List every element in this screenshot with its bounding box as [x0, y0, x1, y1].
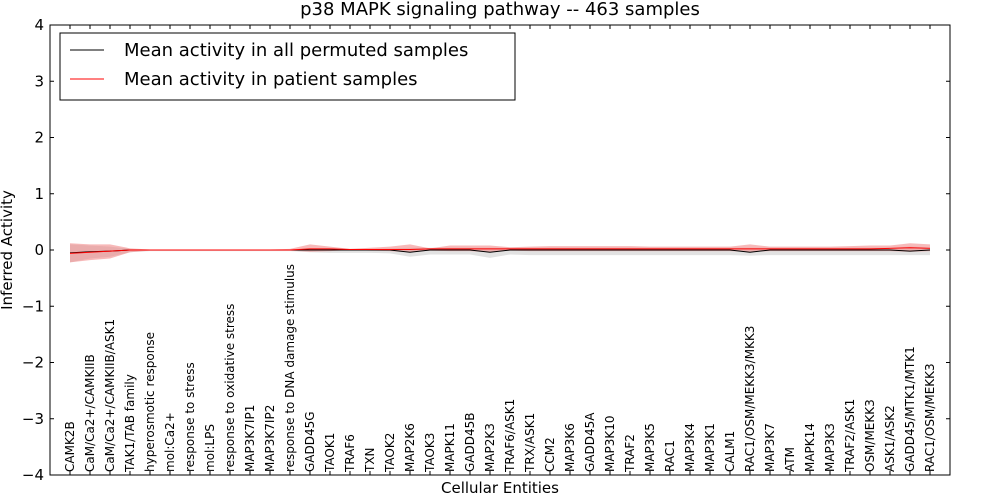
- category-label: MAP2K3: [483, 423, 497, 472]
- category-label: GADD45B: [463, 413, 477, 473]
- category-label: TAOK2: [383, 433, 397, 473]
- category-label: ATM: [783, 447, 797, 472]
- category-label: mol:LPS: [203, 424, 217, 472]
- category-label: MAP3K5: [643, 423, 657, 472]
- category-label: MAP3K4: [683, 423, 697, 472]
- category-label: CALM1: [723, 431, 737, 472]
- category-label: response to oxidative stress: [223, 304, 237, 472]
- category-label: MAP2K6: [403, 423, 417, 472]
- category-label: CaM/Ca2+/CAMKIIB/ASK1: [103, 319, 117, 472]
- category-label: MAP3K7IP2: [263, 405, 277, 472]
- category-label: TRAF6/ASK1: [503, 399, 517, 473]
- category-label: TRAF6: [343, 434, 357, 473]
- category-label: mol:Ca2+: [163, 412, 177, 472]
- x-axis-label: Cellular Entities: [441, 479, 559, 497]
- y-axis-label: Inferred Activity: [0, 190, 16, 310]
- category-labels: CAMK2B CaM/Ca2+/CAMKIIB CaM/Ca2+/CAMKIIB/A…: [63, 264, 937, 473]
- y-tick-label: −4: [22, 466, 44, 484]
- category-label: response to stress: [183, 362, 197, 472]
- y-tick-label: 4: [34, 16, 44, 34]
- y-tick-label: 3: [34, 72, 44, 90]
- y-tick-label: −2: [22, 354, 44, 372]
- category-label: hyperosmotic response: [143, 332, 157, 472]
- y-tick-label: −3: [22, 410, 44, 428]
- category-label: MAP3K6: [563, 423, 577, 472]
- category-label: TAOK3: [423, 433, 437, 473]
- category-label: RAC1: [663, 440, 677, 472]
- category-label: TRAF2/ASK1: [843, 399, 857, 473]
- category-label: GADD45/MTK1/MTK1: [903, 346, 917, 472]
- category-label: CAMK2B: [63, 421, 77, 472]
- category-label: ASK1/ASK2: [883, 405, 897, 472]
- category-label: GADD45A: [583, 412, 597, 472]
- category-label: MAP3K7: [763, 423, 777, 472]
- category-label: RAC1/OSM/MEKK3/MKK3: [743, 326, 757, 472]
- category-label: response to DNA damage stimulus: [283, 264, 297, 472]
- category-label: CaM/Ca2+/CAMKIIB: [83, 354, 97, 472]
- category-label: TRAF2: [623, 434, 637, 473]
- legend-label-permuted: Mean activity in all permuted samples: [124, 40, 468, 61]
- category-label: GADD45G: [303, 411, 317, 472]
- category-label: MAP3K1: [703, 423, 717, 472]
- category-label: CCM2: [543, 437, 557, 472]
- category-label: OSM/MEKK3: [863, 399, 877, 472]
- category-label: RAC1/OSM/MEKK3: [923, 363, 937, 472]
- y-tick-label: 0: [34, 241, 44, 259]
- category-label: TAOK1: [323, 433, 337, 473]
- series-lines: [69, 247, 931, 254]
- category-label: MAPK14: [803, 423, 817, 472]
- y-tick-labels: 4 3 2 1 0 −1 −2 −3 −4: [22, 16, 44, 484]
- legend: Mean activity in all permuted samples Me…: [59, 32, 516, 101]
- plot-frame: [49, 24, 951, 476]
- category-label: MAP3K3: [823, 423, 837, 472]
- category-label: TXN: [363, 447, 377, 473]
- y-tick-label: 1: [34, 185, 44, 203]
- category-label: MAPK11: [443, 423, 457, 472]
- chart-title: p38 MAPK signaling pathway -- 463 sample…: [300, 0, 700, 20]
- category-label: TRX/ASK1: [523, 413, 537, 473]
- legend-label-patient: Mean activity in patient samples: [124, 69, 418, 90]
- category-label: MAP3K7IP1: [243, 405, 257, 472]
- legend-box: [59, 32, 516, 101]
- category-label: MAP3K10: [603, 415, 617, 472]
- y-tick-label: −1: [22, 297, 44, 315]
- y-tick-label: 2: [34, 129, 44, 147]
- band-patient: [70, 243, 930, 263]
- category-label: TAK1/TAB family: [123, 374, 137, 473]
- line-patient: [69, 247, 931, 254]
